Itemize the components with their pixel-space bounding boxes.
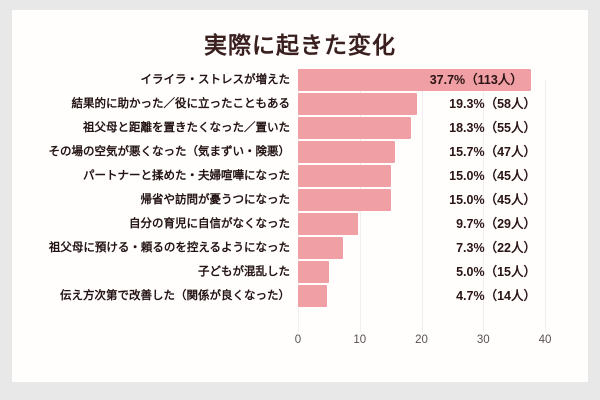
bar-rows: イライラ・ストレスが増えた 37.7%（113人） 結果的に助かった／役に立ったこと… xyxy=(12,68,588,308)
category-label: パートナーと揉めた・夫婦喧嘩になった xyxy=(83,170,290,182)
chart-plot-area: イライラ・ストレスが増えた 37.7%（113人） 結果的に助かった／役に立ったこと… xyxy=(12,68,588,382)
bar-value-label: 15.7%（47人） xyxy=(449,145,536,159)
x-axis-tick-label: 20 xyxy=(415,334,428,346)
bar-value-label: 4.7%（14人） xyxy=(456,289,536,303)
bar-track: 37.7%（113人） xyxy=(298,69,588,91)
bar[interactable] xyxy=(298,165,391,187)
bar-track: 15.0%（45人） xyxy=(298,165,588,187)
category-label: 祖父母に預ける・頼るのを控えるようになった xyxy=(48,242,290,254)
bar-value-label: 37.7%（113人） xyxy=(429,73,523,87)
bar-track: 18.3%（55人） xyxy=(298,117,588,139)
bar-track: 7.3%（22人） xyxy=(298,237,588,259)
category-label: 子どもが混乱した xyxy=(198,266,290,278)
bar-value-label: 5.0%（15人） xyxy=(456,265,536,279)
bar-row: 祖父母に預ける・頼るのを控えるようになった 7.3%（22人） xyxy=(12,236,588,260)
bar-value-label: 18.3%（55人） xyxy=(449,121,536,135)
category-label: イライラ・ストレスが増えた xyxy=(140,74,291,86)
category-label: 結果的に助かった／役に立ったこともある xyxy=(71,98,291,110)
bar-value-label: 15.0%（45人） xyxy=(449,193,536,207)
bar-track: 15.7%（47人） xyxy=(298,141,588,163)
gridline xyxy=(545,80,546,332)
gridline xyxy=(421,80,423,332)
bar[interactable] xyxy=(298,69,531,91)
x-axis-tick-label: 0 xyxy=(294,334,302,346)
bar-row: 祖父母と距離を置きたくなった／置いた 18.3%（55人） xyxy=(12,116,588,140)
bar[interactable] xyxy=(298,213,358,235)
category-label: 伝え方次第で改善した（関係が良くなった） xyxy=(60,290,290,302)
bar-track: 9.7%（29人） xyxy=(298,213,588,235)
bar[interactable] xyxy=(298,261,329,283)
bar-row: 結果的に助かった／役に立ったこともある 19.3%（58人） xyxy=(12,92,588,116)
bar-row: パートナーと揉めた・夫婦喧嘩になった 15.0%（45人） xyxy=(12,164,588,188)
bar-track: 19.3%（58人） xyxy=(298,93,588,115)
bar[interactable] xyxy=(298,117,411,139)
category-label: 自分の育児に自信がなくなった xyxy=(129,218,290,230)
bar-row: イライラ・ストレスが増えた 37.7%（113人） xyxy=(12,68,588,92)
gridline xyxy=(483,80,485,332)
bar[interactable] xyxy=(298,189,391,211)
x-axis: 0 10 20 30 40 xyxy=(12,332,588,356)
bar-value-label: 15.0%（45人） xyxy=(449,169,536,183)
x-axis-tick-label: 40 xyxy=(538,334,552,346)
category-label: 祖父母と距離を置きたくなった／置いた xyxy=(83,122,290,134)
bar[interactable] xyxy=(298,141,395,163)
bar-row: 自分の育児に自信がなくなった 9.7%（29人） xyxy=(12,212,588,236)
bar-value-label: 7.3%（22人） xyxy=(456,241,536,255)
bar-value-label: 9.7%（29人） xyxy=(456,217,536,231)
x-axis-tick-label: 10 xyxy=(353,334,367,346)
bar-row: 伝え方次第で改善した（関係が良くなった） 4.7%（14人） xyxy=(12,284,588,308)
bar-row: 子どもが混乱した 5.0%（15人） xyxy=(12,260,588,284)
page-title: 実際に起きた変化 xyxy=(204,32,396,58)
bar[interactable] xyxy=(298,285,328,307)
bar-value-label: 19.3%（58人） xyxy=(449,97,536,111)
bar[interactable] xyxy=(298,237,344,259)
bar-row: 帰省や訪問が憂うつになった 15.0%（45人） xyxy=(12,188,588,212)
bar[interactable] xyxy=(298,93,418,115)
category-label: その場の空気が悪くなった（気まずい・険悪） xyxy=(48,146,291,158)
x-axis-tick-label: 30 xyxy=(476,334,490,346)
chart-card: 実際に起きた変化 イライラ・ストレスが増えた 37.7%（113人） 結果的に助かっ… xyxy=(12,10,588,382)
bar-row: その場の空気が悪くなった（気まずい・険悪） 15.7%（47人） xyxy=(12,140,588,164)
bar-track: 4.7%（14人） xyxy=(298,285,588,307)
bar-track: 5.0%（15人） xyxy=(298,261,588,283)
category-label: 帰省や訪問が憂うつになった xyxy=(140,194,291,206)
bar-track: 15.0%（45人） xyxy=(298,189,588,211)
